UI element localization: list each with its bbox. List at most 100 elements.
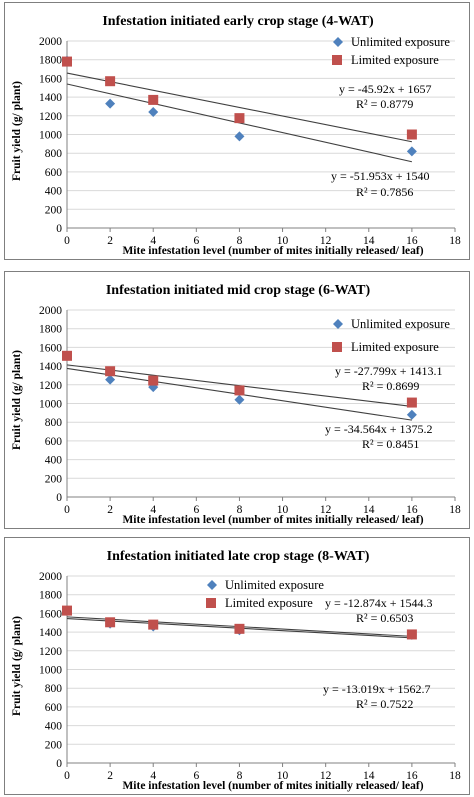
y-tick-label: 600: [45, 702, 63, 714]
y-tick-label: 1200: [39, 111, 62, 123]
data-point-limited: [234, 113, 245, 124]
trendline-r2-unlimited: R² = 0.8451: [362, 437, 419, 451]
x-tick-label: 16: [406, 235, 418, 247]
y-axis-label: Fruit yield (g/ plant): [11, 350, 23, 450]
trendline-r2-limited: R² = 0.8699: [362, 379, 419, 393]
data-point-limited: [62, 350, 72, 361]
data-point-limited: [148, 94, 159, 105]
y-tick-label: 600: [45, 167, 63, 179]
legend-marker-unlimited: [333, 37, 343, 47]
data-point-unlimited: [406, 409, 417, 420]
y-tick-label: 200: [45, 473, 63, 485]
y-tick-label: 2000: [39, 305, 62, 317]
data-point-unlimited: [234, 394, 245, 405]
y-tick-label: 1000: [39, 130, 62, 142]
y-tick-label: 1200: [39, 646, 62, 658]
y-tick-label: 1800: [39, 324, 62, 336]
y-tick-label: 1400: [39, 92, 62, 104]
x-tick-label: 0: [64, 504, 70, 516]
data-point-limited: [234, 385, 245, 396]
data-point-unlimited: [234, 131, 245, 142]
legend-label-unlimited: Unlimited exposure: [351, 317, 450, 331]
chart-title: Infestation initiated late crop stage (8…: [107, 549, 370, 564]
x-tick-label: 4: [150, 235, 156, 247]
legend-label-limited: Limited exposure: [351, 340, 439, 354]
x-tick-label: 10: [277, 770, 289, 782]
x-tick-label: 18: [449, 770, 461, 782]
y-tick-label: 1000: [39, 399, 62, 411]
x-tick-label: 12: [320, 235, 332, 247]
data-point-unlimited: [406, 146, 417, 157]
data-point-limited: [406, 629, 417, 640]
chart-svg: Infestation initiated early crop stage (…: [11, 14, 461, 257]
legend: Unlimited exposure Limited exposure: [332, 317, 450, 354]
data-point-unlimited: [105, 98, 116, 109]
y-tick-label: 2000: [39, 571, 62, 583]
x-axis-label: Mite infestation level (number of mites …: [122, 245, 423, 257]
trendline-equation-unlimited: y = -34.564x + 1375.2: [325, 422, 433, 436]
data-point-limited: [148, 375, 159, 386]
y-tick-label: 1400: [39, 361, 62, 373]
legend-label-limited: Limited exposure: [351, 53, 439, 67]
data-point-limited: [105, 617, 116, 628]
data-point-limited: [105, 366, 116, 377]
x-tick-label: 12: [320, 770, 332, 782]
y-tick-label: 2000: [39, 36, 62, 48]
x-tick-label: 10: [277, 235, 289, 247]
chart-title: Infestation initiated mid crop stage (6-…: [106, 283, 371, 298]
x-tick-label: 8: [237, 235, 243, 247]
x-tick-label: 6: [193, 770, 199, 782]
x-tick-label: 0: [64, 770, 70, 782]
x-tick-label: 6: [193, 504, 199, 516]
trendline-r2-unlimited: R² = 0.7522: [356, 697, 413, 711]
y-tick-label: 0: [56, 223, 62, 235]
y-axis-label: Fruit yield (g/ plant): [11, 616, 23, 716]
y-tick-label: 1600: [39, 342, 62, 354]
chart-svg: Infestation initiated late crop stage (8…: [11, 549, 461, 792]
x-tick-label: 8: [237, 770, 243, 782]
y-axis-label: Fruit yield (g/ plant): [11, 81, 23, 181]
legend: Unlimited exposure Limited exposure: [332, 35, 450, 67]
y-tick-label: 800: [45, 417, 63, 429]
y-tick-label: 1000: [39, 665, 62, 677]
chart-panel-early: Infestation initiated early crop stage (…: [4, 2, 470, 260]
y-tick-label: 800: [45, 683, 63, 695]
x-tick-label: 16: [406, 504, 418, 516]
trendline-equation-unlimited: y = -13.019x + 1562.7: [323, 682, 431, 696]
x-tick-label: 14: [363, 504, 375, 516]
legend-marker-unlimited: [207, 580, 217, 590]
trendline-r2-limited: R² = 0.8779: [356, 97, 413, 111]
data-point-limited: [406, 397, 417, 408]
chart-title: Infestation initiated early crop stage (…: [102, 14, 374, 29]
y-tick-label: 1600: [39, 608, 62, 620]
y-tick-label: 1400: [39, 627, 62, 639]
x-tick-label: 16: [406, 770, 418, 782]
y-tick-label: 600: [45, 436, 63, 448]
y-tick-label: 400: [45, 186, 63, 198]
x-tick-label: 4: [150, 770, 156, 782]
x-tick-label: 18: [449, 504, 461, 516]
legend-label-limited: Limited exposure: [225, 596, 313, 610]
trendline-equation-limited: y = -12.874x + 1544.3: [325, 596, 433, 610]
trendline-equation-unlimited: y = -51.953x + 1540: [331, 169, 430, 183]
x-tick-label: 14: [363, 770, 375, 782]
y-tick-label: 200: [45, 739, 63, 751]
x-tick-label: 0: [64, 235, 70, 247]
x-tick-label: 12: [320, 504, 332, 516]
x-axis-label: Mite infestation level (number of mites …: [122, 514, 423, 526]
x-tick-label: 18: [449, 235, 461, 247]
y-tick-label: 200: [45, 204, 63, 216]
y-tick-label: 1200: [39, 380, 62, 392]
chart-panel-mid: Infestation initiated mid crop stage (6-…: [4, 271, 470, 529]
x-tick-label: 2: [107, 504, 113, 516]
data-point-unlimited: [148, 107, 159, 118]
x-tick-label: 14: [363, 235, 375, 247]
legend-marker-limited: [332, 55, 342, 65]
y-tick-label: 1800: [39, 55, 62, 67]
x-tick-label: 10: [277, 504, 289, 516]
x-tick-label: 2: [107, 235, 113, 247]
data-point-limited: [105, 76, 116, 87]
y-tick-label: 400: [45, 455, 63, 467]
x-tick-label: 8: [237, 504, 243, 516]
y-tick-label: 800: [45, 148, 63, 160]
